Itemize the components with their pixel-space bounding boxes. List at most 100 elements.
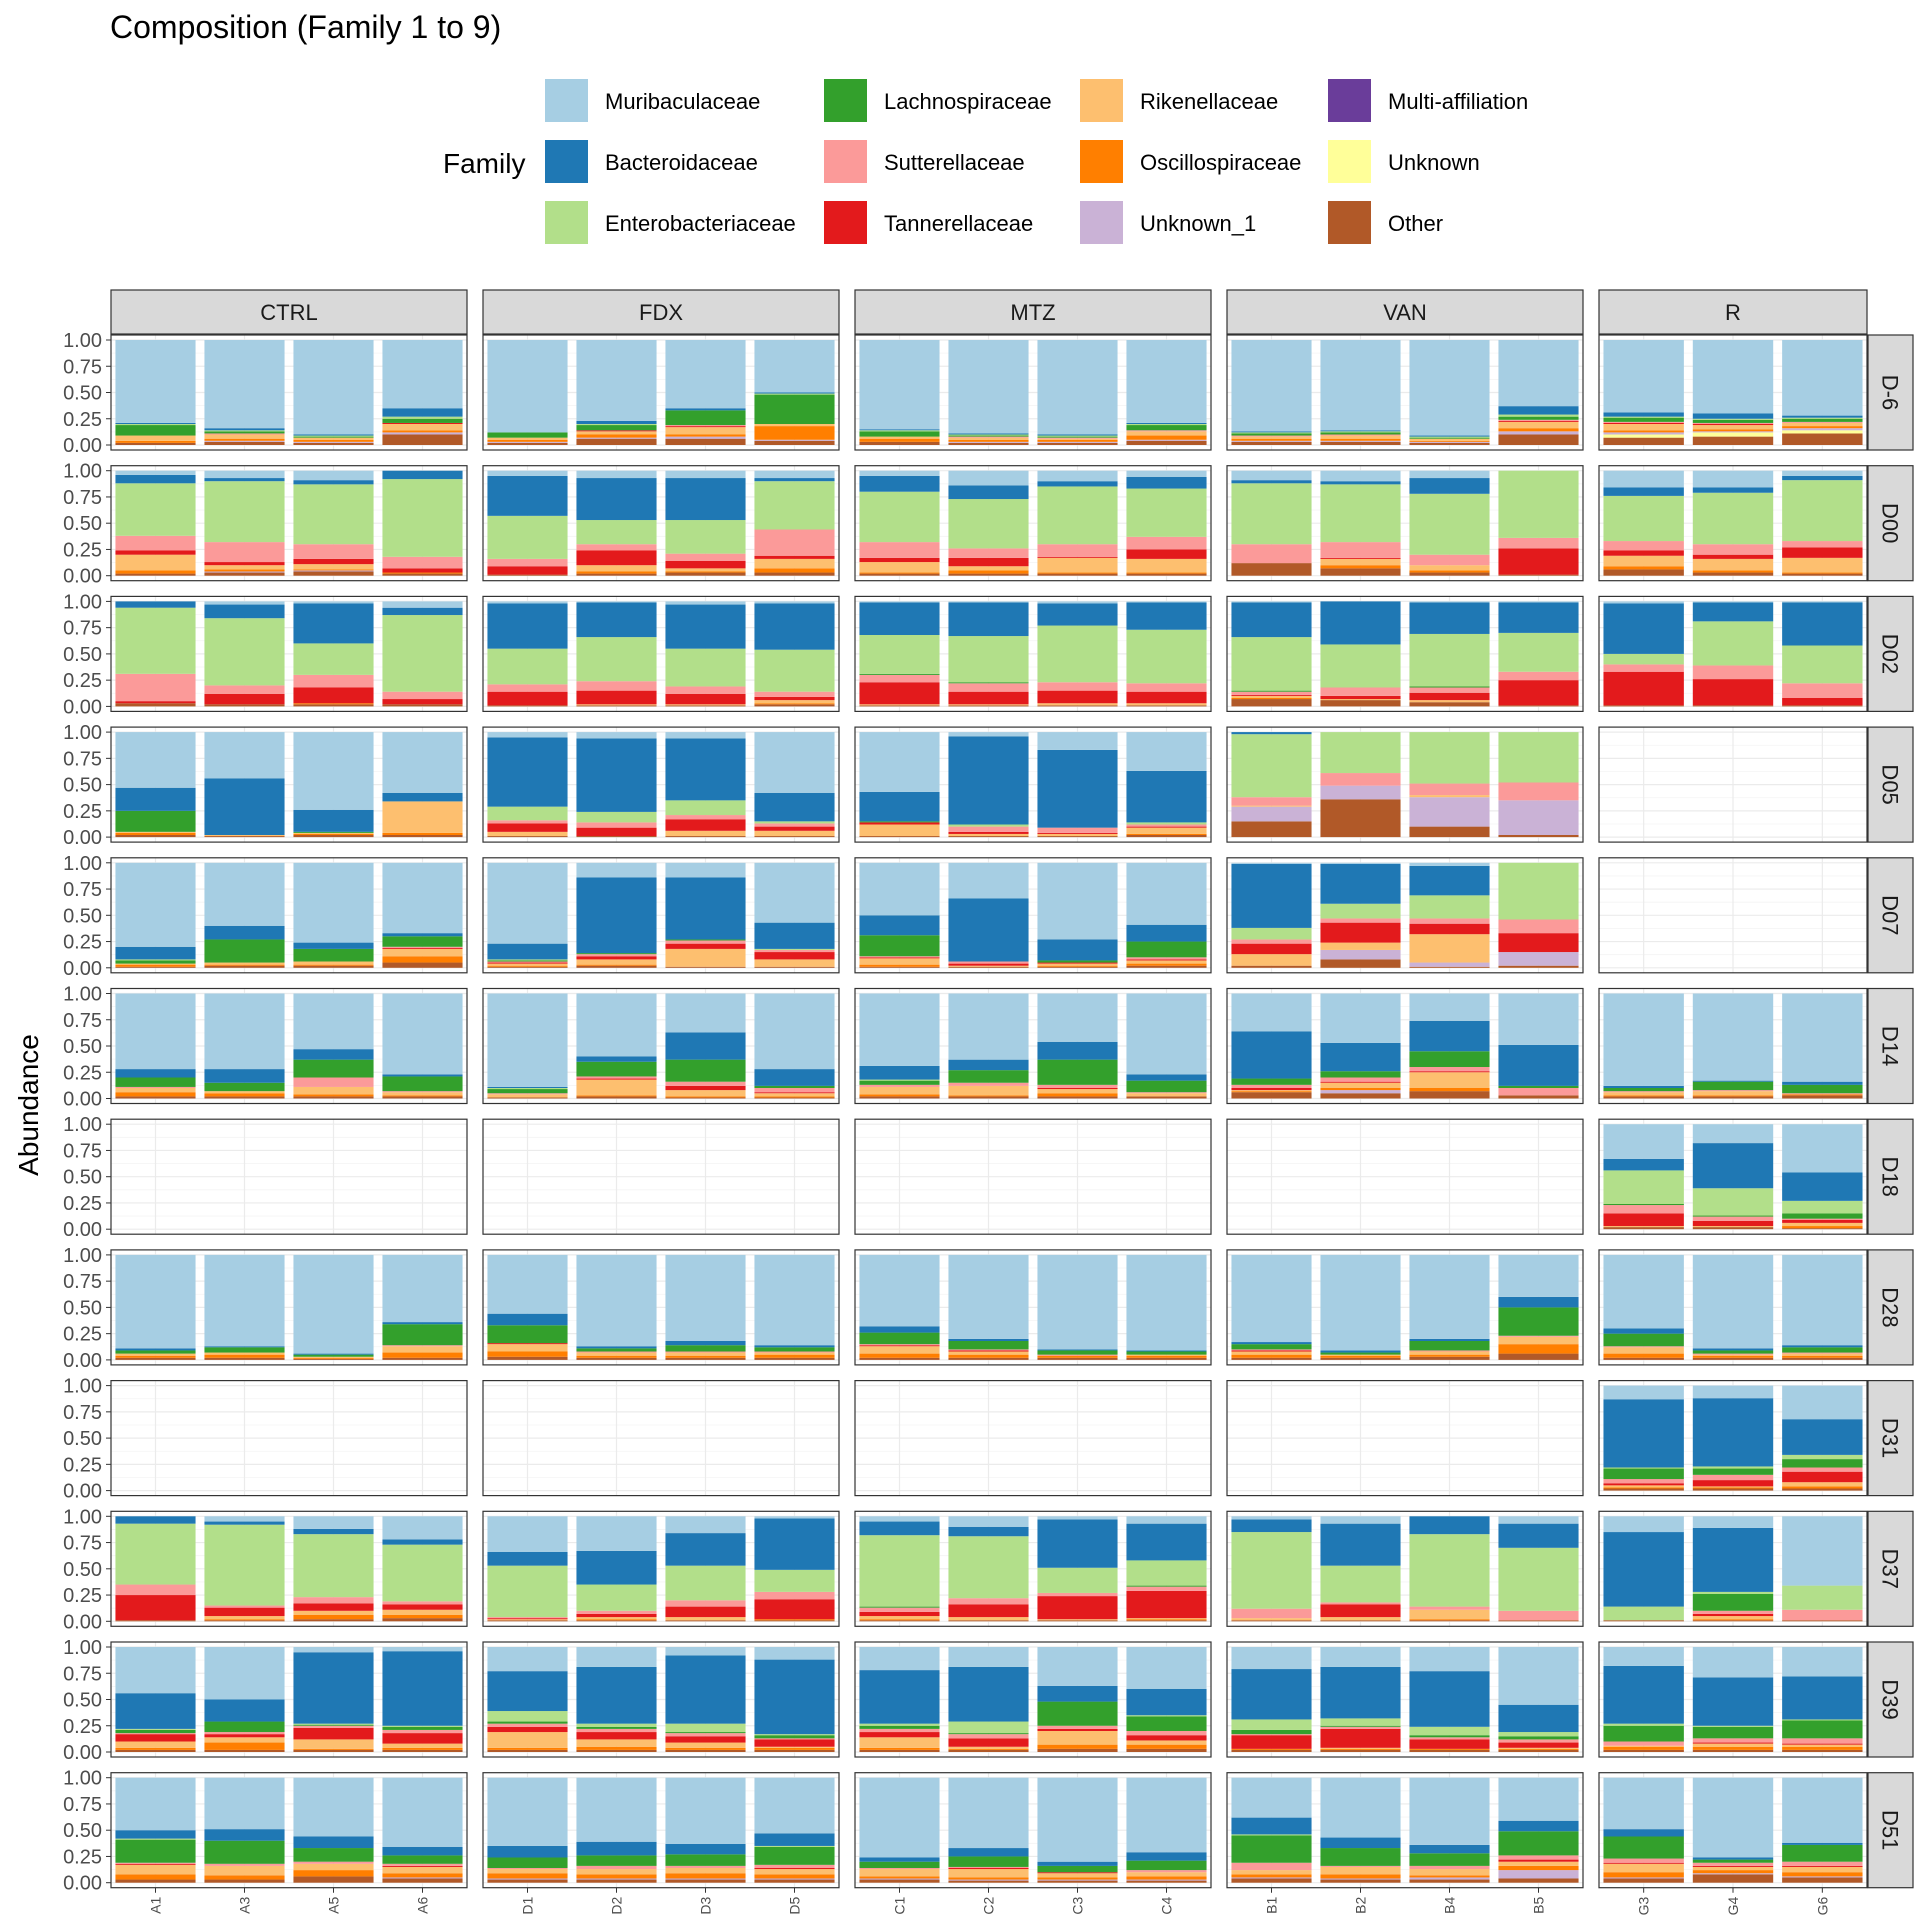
panel-r-d28-border — [1598, 1249, 1868, 1366]
bar-segment-c2-d05-rikenellaceae — [948, 833, 1029, 837]
facet-strip-d00 — [1867, 465, 1914, 582]
bar-segment-g4-d31-rikenellaceae — [1692, 1486, 1774, 1488]
bar-segment-c4-d00-enterobacteriaceae — [1126, 488, 1207, 537]
y-tick-label-d14-1: 0.25 — [63, 1062, 102, 1084]
bar-segment-d2-d07-bacteroidaceae — [576, 877, 657, 954]
bar-segment-a5-d02-oscillospiraceae — [293, 703, 374, 705]
bar-segment-c3-d00-other — [1037, 573, 1118, 576]
y-tick-label-d00-2: 0.50 — [63, 513, 102, 535]
bar-segment-a3-d14-other — [204, 1096, 285, 1099]
bar-segment-g6-d31-other — [1782, 1488, 1863, 1491]
y-tick-label-d14-2: 0.50 — [63, 1036, 102, 1058]
bar-segment-d5-d51-sutterellaceae — [754, 1864, 835, 1868]
bar-segment-d1-d-6-oscillospiraceae — [487, 439, 568, 442]
bar-segment-g4-d39-enterobacteriaceae — [1692, 1725, 1774, 1727]
bar-segment-b4-d02-tannerellaceae — [1409, 692, 1490, 701]
panel-mtz-d-6-border — [854, 334, 1212, 451]
bar-segment-c2-d00-other — [948, 573, 1029, 576]
bar-segment-a3-d14-muribaculaceae — [204, 993, 285, 1070]
bar-segment-d3-d37-rikenellaceae — [665, 1617, 746, 1621]
bar-segment-b4-d14-oscillospiraceae — [1409, 1088, 1490, 1092]
bar-segment-c2-d51-other — [948, 1880, 1029, 1883]
bar-segment-c4-d07-other — [1126, 965, 1207, 968]
bar-segment-d5-d02-rikenellaceae — [754, 700, 835, 704]
bar-segment-d5-d14-bacteroidaceae — [754, 1069, 835, 1086]
bar-segment-c3-d28-muribaculaceae — [1037, 1254, 1118, 1350]
bar-segment-c4-d51-oscillospiraceae — [1126, 1876, 1207, 1880]
bar-segment-b1-d39-tannerellaceae — [1231, 1735, 1312, 1749]
bar-segment-d1-d00-other — [487, 574, 568, 576]
bar-segment-a1-d39-other — [115, 1749, 196, 1752]
bar-segment-b1-d00-sutterellaceae — [1231, 544, 1312, 564]
bar-segment-b4-d39-muribaculaceae — [1409, 1647, 1490, 1672]
bar-segment-b1-d02-lachnospiraceae — [1231, 690, 1312, 692]
bar-segment-a5-d00-oscillospiraceae — [293, 569, 374, 571]
bar-segment-c3-d-6-unknown-1 — [1037, 441, 1118, 443]
bar-segment-c3-d00-oscillospiraceae — [1037, 572, 1118, 574]
bar-segment-c4-d02-sutterellaceae — [1126, 683, 1207, 692]
bar-segment-d5-d02-bacteroidaceae — [754, 603, 835, 650]
bar-segment-c4-d28-rikenellaceae — [1126, 1354, 1207, 1356]
bar-segment-b2-d14-lachnospiraceae — [1320, 1071, 1401, 1078]
bar-segment-d1-d07-other — [487, 966, 568, 968]
bar-segment-a5-d51-oscillospiraceae — [293, 1870, 374, 1877]
bar-segment-b1-d28-other — [1231, 1357, 1312, 1360]
bar-segment-a1-d37-enterobacteriaceae — [115, 1523, 196, 1585]
bar-segment-d5-d51-enterobacteriaceae — [754, 1845, 835, 1847]
bar-segment-d5-d39-oscillospiraceae — [754, 1747, 835, 1750]
bar-segment-b5-d37-other — [1498, 1620, 1579, 1622]
bar-segment-c4-d00-muribaculaceae — [1126, 470, 1207, 477]
bar-segment-g3-d18-tannerellaceae — [1603, 1213, 1684, 1227]
bar-segment-c3-d51-muribaculaceae — [1037, 1777, 1118, 1862]
bar-segment-g6-d51-lachnospiraceae — [1782, 1844, 1863, 1862]
bar-segment-b2-d-6-bacteroidaceae — [1320, 430, 1401, 432]
panel-r-d37 — [1598, 1510, 1868, 1627]
bar-segment-d2-d37-sutterellaceae — [576, 1610, 657, 1614]
bar-segment-g6-d-6-unknown-1 — [1782, 428, 1863, 431]
bar-segment-a5-d39-enterobacteriaceae — [293, 1723, 374, 1725]
bar-segment-c2-d05-muribaculaceae — [948, 732, 1029, 737]
bar-segment-g4-d37-bacteroidaceae — [1692, 1527, 1774, 1592]
panel-r-d00 — [1598, 465, 1868, 582]
bar-segment-a6-d-6-tannerellaceae — [382, 422, 463, 424]
bar-segment-b5-d05-unknown-1 — [1498, 800, 1579, 835]
bar-segment-d5-d02-oscillospiraceae — [754, 703, 835, 705]
bar-segment-a1-d00-oscillospiraceae — [115, 570, 196, 574]
bar-segment-a3-d-6-rikenellaceae — [204, 434, 285, 439]
x-tick-label-d5: D5 — [787, 1896, 803, 1914]
bar-segment-g4-d31-enterobacteriaceae — [1692, 1466, 1774, 1469]
legend-label-unknown: Unknown — [1388, 150, 1480, 175]
bar-segment-a6-d39-muribaculaceae — [382, 1647, 463, 1652]
panel-van-d51 — [1226, 1772, 1584, 1889]
bar-segment-b4-d28-muribaculaceae — [1409, 1254, 1490, 1339]
bar-segment-g4-d-6-other — [1692, 436, 1774, 445]
bar-segment-g3-d-6-sutterellaceae — [1603, 421, 1684, 423]
y-tick-label-d37-4: 1.00 — [63, 1506, 102, 1528]
bar-segment-c2-d00-sutterellaceae — [948, 548, 1029, 558]
legend-label-oscillospiraceae: Oscillospiraceae — [1140, 150, 1301, 175]
bar-segment-c2-d-6-oscillospiraceae — [948, 439, 1029, 442]
bar-segment-c4-d37-bacteroidaceae — [1126, 1523, 1207, 1561]
bar-segment-d2-d14-sutterellaceae — [576, 1076, 657, 1079]
bar-segment-a5-d07-rikenellaceae — [293, 961, 374, 965]
bar-segment-b1-d51-sutterellaceae — [1231, 1862, 1312, 1871]
bar-segment-a6-d39-oscillospiraceae — [382, 1747, 463, 1750]
bar-segment-c4-d39-enterobacteriaceae — [1126, 1715, 1207, 1717]
bar-segment-b5-d02-enterobacteriaceae — [1498, 632, 1579, 672]
bar-segment-b1-d00-other — [1231, 563, 1312, 576]
facet-strip-label-d39: D39 — [1878, 1679, 1903, 1719]
bar-segment-g4-d14-bacteroidaceae — [1692, 1080, 1774, 1082]
bar-segment-a1-d07-lachnospiraceae — [115, 960, 196, 964]
bar-segment-g4-d00-rikenellaceae — [1692, 558, 1774, 571]
bar-segment-b1-d07-sutterellaceae — [1231, 939, 1312, 944]
facet-strip-ctrl — [110, 289, 468, 335]
bar-segment-b5-d39-tannerellaceae — [1498, 1742, 1579, 1748]
panel-van-d18 — [1226, 1118, 1584, 1235]
bar-segment-b2-d07-unknown-1 — [1320, 949, 1401, 960]
bar-segment-c4-d14-lachnospiraceae — [1126, 1080, 1207, 1093]
bar-segment-g4-d39-lachnospiraceae — [1692, 1726, 1774, 1739]
bar-segment-b2-d39-bacteroidaceae — [1320, 1666, 1401, 1719]
bar-segment-d2-d14-other — [576, 1096, 657, 1099]
bar-segment-d3-d02-enterobacteriaceae — [665, 648, 746, 687]
bar-segment-a5-d39-other — [293, 1749, 374, 1752]
